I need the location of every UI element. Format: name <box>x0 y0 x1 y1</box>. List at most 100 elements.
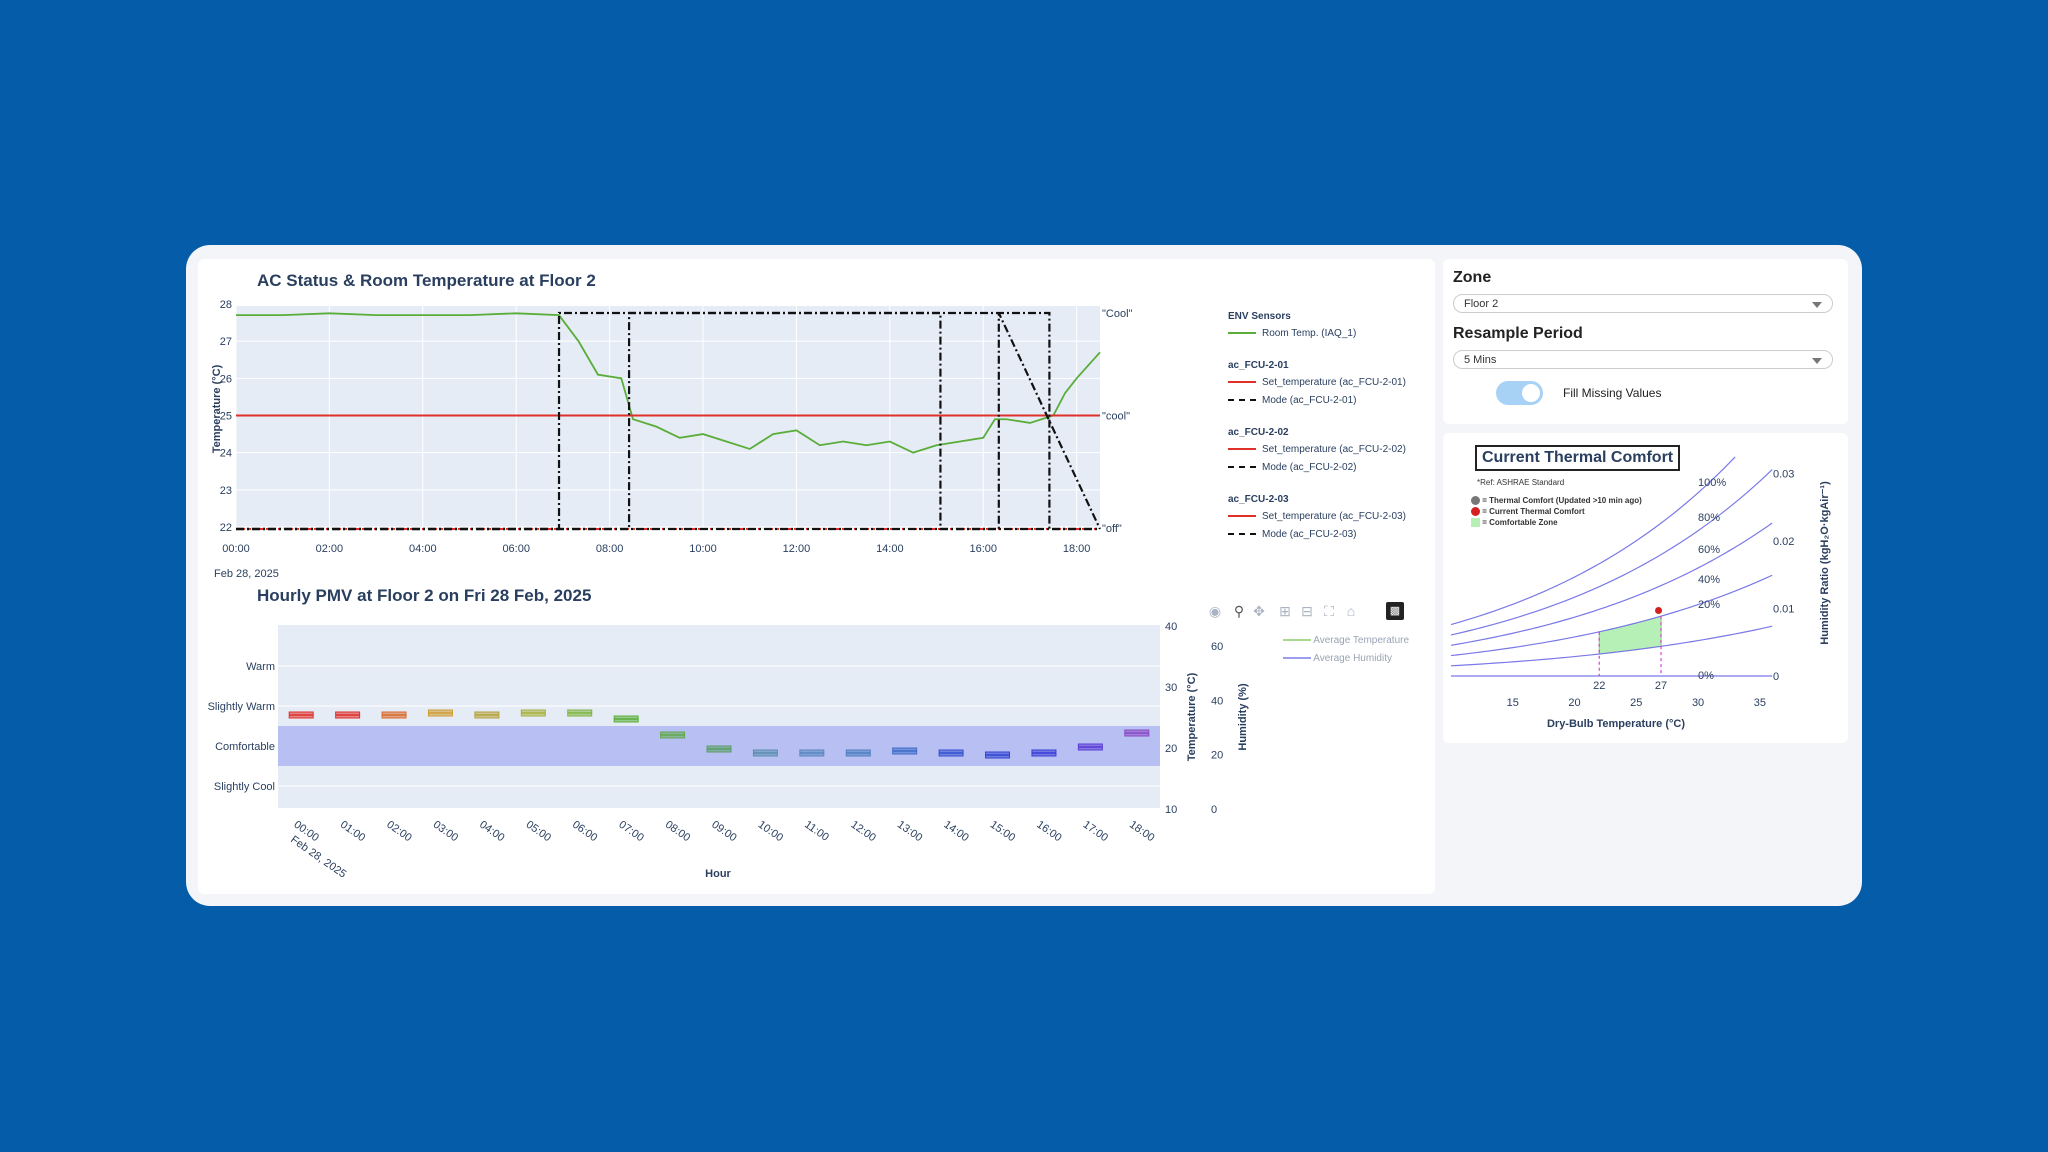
pmv-x-tick-label: 05:00 <box>524 819 553 845</box>
ashrae-ref: *Ref: ASHRAE Standard <box>1477 478 1565 487</box>
pmv-chart-title: Hourly PMV at Floor 2 on Fri 28 Feb, 202… <box>257 586 592 605</box>
ac-y-tick-label: 27 <box>220 336 232 348</box>
legend-item-label: Mode (ac_FCU-2-03) <box>1262 529 1357 540</box>
pmv-x-axis-label: Hour <box>705 868 731 880</box>
resample-label: Resample Period <box>1453 325 1583 342</box>
legend-avg-temperature[interactable]: Average Temperature <box>1283 635 1409 653</box>
legend-item-label: Mode (ac_FCU-2-02) <box>1262 462 1357 473</box>
pmv-x-date-label: Feb 28, 2025 <box>288 834 348 881</box>
camera-icon[interactable]: ◉ <box>1208 603 1222 619</box>
pmv-x-tick-label: 16:00 <box>1034 819 1063 845</box>
pmv-x-tick-label: 01:00 <box>338 819 367 845</box>
zoom-in-icon[interactable]: ⊞ <box>1279 603 1291 619</box>
legend-swatch <box>1228 533 1256 536</box>
psy-y-tick-label: 0 <box>1773 671 1779 683</box>
psy-x-tick-label: 30 <box>1692 697 1704 709</box>
ac-x-tick-label: 06:00 <box>502 543 530 555</box>
legend-item-label: Set_temperature (ac_FCU-2-03) <box>1262 511 1406 522</box>
rh-label: 40% <box>1698 574 1720 586</box>
fill-missing-label: Fill Missing Values <box>1563 386 1662 400</box>
pmv-legend: Average Temperature Average Humidity <box>1283 635 1409 664</box>
legend-item[interactable]: Mode (ac_FCU-2-01) <box>1228 395 1428 413</box>
ac-y-tick-label: 22 <box>220 522 232 534</box>
legend-avg-humidity-label: Average Humidity <box>1313 653 1392 664</box>
ac-status-chart[interactable]: 00:00 02:00 04:00 06:00 08:00 10:00 12:00 14:00… <box>198 259 1435 894</box>
ac-y-axis-label: Temperature (°C) <box>211 364 223 453</box>
legend-item-label: Set_temperature (ac_FCU-2-01) <box>1262 377 1406 388</box>
humidity-tick-label: 60 <box>1211 641 1223 653</box>
pmv-x-tick-label: 10:00 <box>756 819 785 845</box>
psychrometric-chart[interactable]: 100% 80% 60% 40% 20% 0% 22 27 15 20 25 30 35 0.03 0.02… <box>1443 433 1848 743</box>
ac-y-tick-label: 28 <box>220 299 232 311</box>
legend-avg-humidity[interactable]: Average Humidity <box>1283 653 1409 664</box>
pmv-x-tick-label: 14:00 <box>941 819 970 845</box>
legend-item[interactable]: Mode (ac_FCU-2-02) <box>1228 462 1428 480</box>
psy-y-tick-label: 0.03 <box>1773 469 1794 481</box>
rh-label: 80% <box>1698 512 1720 524</box>
pmv-x-tick-label: 18:00 <box>1127 819 1156 845</box>
legend-swatch <box>1228 399 1256 402</box>
rh-curve <box>1450 456 1736 626</box>
pmv-x-tick-label: 03:00 <box>431 819 460 845</box>
legend-item[interactable]: Room Temp. (IAQ_1) <box>1228 328 1428 346</box>
mode-label-cool-lower: "cool" <box>1102 411 1130 423</box>
zone-select[interactable]: Floor 2 <box>1453 294 1833 313</box>
chevron-down-icon <box>1812 358 1822 364</box>
pmv-x-tick-label: 17:00 <box>1081 819 1110 845</box>
thermal-comfort-legend: = Thermal Comfort (Updated >10 min ago) … <box>1471 495 1642 528</box>
mode-label-off: "off" <box>1102 523 1122 535</box>
zone-label: Zone <box>1453 269 1492 286</box>
psy-y-axis-label: Humidity Ratio (kgH₂O·kgAir⁻¹) <box>1819 481 1831 645</box>
psy-x-tick-label: 35 <box>1754 697 1766 709</box>
ac-y-tick-label: 25 <box>220 411 232 423</box>
pmv-x-tick-label: 02:00 <box>384 819 413 845</box>
pmv-x-tick-label: 13:00 <box>895 819 924 845</box>
mode-line <box>236 312 1101 531</box>
red-dot-icon <box>1471 507 1480 517</box>
legend-current-comfort-label: = Current Thermal Comfort <box>1482 507 1585 516</box>
pmv-x-tick-label: 04:00 <box>477 819 506 845</box>
autoscale-icon[interactable]: ⛶ <box>1324 603 1334 619</box>
zone-select-value: Floor 2 <box>1464 298 1499 310</box>
legend-current-comfort: = Current Thermal Comfort <box>1471 506 1642 517</box>
pan-icon[interactable]: ✥ <box>1253 603 1265 619</box>
legend-item[interactable]: Set_temperature (ac_FCU-2-03) <box>1228 511 1428 529</box>
psy-y-tick-label: 0.01 <box>1773 604 1794 616</box>
legend-group-title: ac_FCU-2-02 <box>1228 427 1289 438</box>
legend-item[interactable]: Set_temperature (ac_FCU-2-01) <box>1228 377 1428 395</box>
zoom-icon[interactable]: ⚲ <box>1233 603 1245 619</box>
pmv-x-tick-label: 07:00 <box>616 819 645 845</box>
rh-curve <box>1450 625 1773 667</box>
ac-chart-legend[interactable]: ENV Sensors Room Temp. (IAQ_1) ac_FCU-2-01… <box>1228 311 1428 547</box>
ac-x-tick-label: 14:00 <box>876 543 904 555</box>
pmv-x-tick-label: 08:00 <box>663 819 692 845</box>
pmv-y-category-label: Slightly Cool <box>214 781 275 793</box>
legend-swatch <box>1228 381 1256 384</box>
current-comfort-point[interactable] <box>1655 607 1663 615</box>
resample-select[interactable]: 5 Mins <box>1453 350 1833 369</box>
mode-label-cool: "Cool" <box>1102 308 1133 320</box>
psy-x-tick-label: 20 <box>1568 697 1580 709</box>
pmv-y-category-label: Warm <box>246 661 275 673</box>
legend-item-label: Set_temperature (ac_FCU-2-02) <box>1262 444 1406 455</box>
comfort-zone <box>1598 615 1662 655</box>
rh-curve <box>1450 522 1773 646</box>
zoom-out-icon[interactable]: ⊟ <box>1301 603 1313 619</box>
pmv-x-tick-label: 09:00 <box>709 819 738 845</box>
room-temp-line <box>236 312 1101 454</box>
dashboard-card: AC Status & Room Temperature at Floor 2 … <box>186 245 1862 906</box>
legend-swatch <box>1228 448 1256 451</box>
fill-missing-toggle[interactable] <box>1496 381 1543 405</box>
rh-label: 20% <box>1698 599 1720 611</box>
temp-tick-label: 40 <box>1165 621 1177 633</box>
pmv-x-tick-label: 15:00 <box>988 819 1017 845</box>
psy-x-tick-label: 15 <box>1507 697 1519 709</box>
plotly-logo-icon[interactable]: ▩ <box>1386 602 1404 620</box>
pmv-y-category-label: Comfortable <box>215 741 275 753</box>
legend-item[interactable]: Mode (ac_FCU-2-03) <box>1228 529 1428 547</box>
ac-x-date-label: Feb 28, 2025 <box>214 568 279 580</box>
psy-y-tick-label: 0.02 <box>1773 536 1794 548</box>
legend-item[interactable]: Set_temperature (ac_FCU-2-02) <box>1228 444 1428 462</box>
home-icon[interactable]: ⌂ <box>1346 603 1356 619</box>
ac-x-tick-label: 16:00 <box>969 543 997 555</box>
